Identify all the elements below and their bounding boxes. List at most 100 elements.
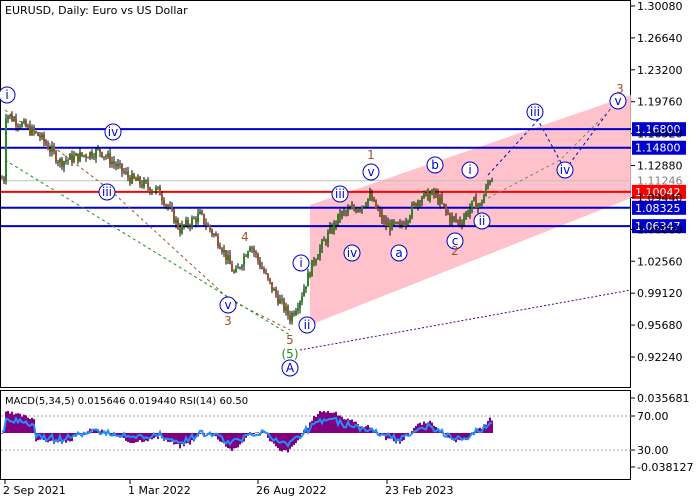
candle-body <box>345 211 347 213</box>
candle-body <box>41 134 43 138</box>
candle-body <box>307 272 309 287</box>
candle-body <box>299 301 301 309</box>
candle-body <box>459 220 461 225</box>
wave-label: ii <box>479 214 486 228</box>
wave-label: b <box>431 158 439 172</box>
wave-label: ii <box>304 318 311 332</box>
candle-body <box>3 178 5 182</box>
candle-body <box>335 222 337 225</box>
candle-body <box>159 186 161 196</box>
candle-body <box>93 157 95 159</box>
candle-body <box>137 176 139 181</box>
candle-body <box>483 195 485 203</box>
wave-label-circle <box>281 359 299 377</box>
candle-body <box>463 217 465 224</box>
candle-body <box>465 212 467 218</box>
wave-label-circle <box>556 161 574 179</box>
candle-body <box>429 194 431 201</box>
wave-label: i <box>299 256 302 270</box>
candle-body <box>139 176 141 185</box>
candle-body <box>181 224 183 234</box>
candle-body <box>433 189 435 195</box>
wave-label: iii <box>530 105 540 119</box>
candle-body <box>197 214 199 223</box>
candle-body <box>53 146 55 152</box>
candle-body <box>387 222 389 227</box>
wave-label-circle <box>104 123 122 141</box>
candle-body <box>423 191 425 199</box>
candle-body <box>303 288 305 297</box>
candle-body <box>109 153 111 165</box>
candle-body <box>189 225 191 227</box>
wave-label: 3 <box>616 82 624 96</box>
candle-body <box>79 152 81 162</box>
rsi-line <box>1 416 493 448</box>
price-tick-label: 0.95680 <box>637 319 683 332</box>
candle-body <box>461 223 463 225</box>
chart-title: EURUSD, Daily: Euro vs US Dollar <box>5 4 188 17</box>
candle-body <box>99 148 101 153</box>
level-label: 1.08325 <box>635 202 681 215</box>
candle-body <box>97 148 99 150</box>
candle-body <box>363 206 365 208</box>
candle-body <box>91 151 93 158</box>
price-tick-label: 1.30080 <box>637 0 683 13</box>
candle-body <box>313 259 315 264</box>
wave-label: c <box>452 234 459 248</box>
candle-body <box>153 191 155 193</box>
candle-body <box>57 161 59 163</box>
wave-label-circle <box>390 244 408 262</box>
candle-body <box>329 226 331 233</box>
candle-body <box>81 152 83 156</box>
candle-body <box>477 204 479 208</box>
candle-body <box>425 190 427 192</box>
candle-body <box>161 195 163 201</box>
candle-body <box>355 209 357 212</box>
candle-body <box>121 163 123 172</box>
candle-body <box>193 218 195 220</box>
candle-body <box>437 192 439 204</box>
candle-body <box>339 213 341 218</box>
candle-body <box>479 203 481 205</box>
candle-body <box>177 219 179 229</box>
candle-body <box>311 259 313 277</box>
price-tick-label: 1.09440 <box>637 191 683 204</box>
candle-body <box>305 286 307 289</box>
wave-label: 4 <box>241 230 249 244</box>
candle-body <box>487 183 489 187</box>
candle-body <box>87 157 89 159</box>
candle-body <box>451 216 453 223</box>
candle-body <box>427 190 429 201</box>
candle-body <box>127 171 129 178</box>
level-label: 1.14800 <box>635 142 681 155</box>
wave-label-circle <box>526 103 544 121</box>
candle-body <box>15 118 17 126</box>
candle-body <box>279 299 281 304</box>
candle-body <box>131 173 133 184</box>
wave-label-circle <box>473 212 491 230</box>
candle-body <box>443 203 445 206</box>
candle-body <box>391 220 393 231</box>
candle-body <box>409 216 411 221</box>
candle-body <box>61 159 63 167</box>
candle-body <box>55 151 57 162</box>
candle-body <box>165 204 167 206</box>
wave-guide-line <box>4 159 291 336</box>
wave-label-circle <box>292 254 310 272</box>
candle-body <box>375 199 377 209</box>
wave-label: (5) <box>282 347 299 361</box>
candle-body <box>283 299 285 311</box>
candle-body <box>385 220 387 227</box>
candle-body <box>33 127 35 132</box>
level-tag <box>632 122 686 137</box>
candle-body <box>29 125 31 135</box>
candle-body <box>449 214 451 223</box>
candle-body <box>281 299 283 301</box>
candle-body <box>45 141 47 145</box>
candle-body <box>263 268 265 273</box>
candle-body <box>265 272 267 274</box>
candle-body <box>301 296 303 302</box>
candle-body <box>489 181 491 184</box>
candle-body <box>373 199 375 201</box>
candle-body <box>239 267 241 269</box>
